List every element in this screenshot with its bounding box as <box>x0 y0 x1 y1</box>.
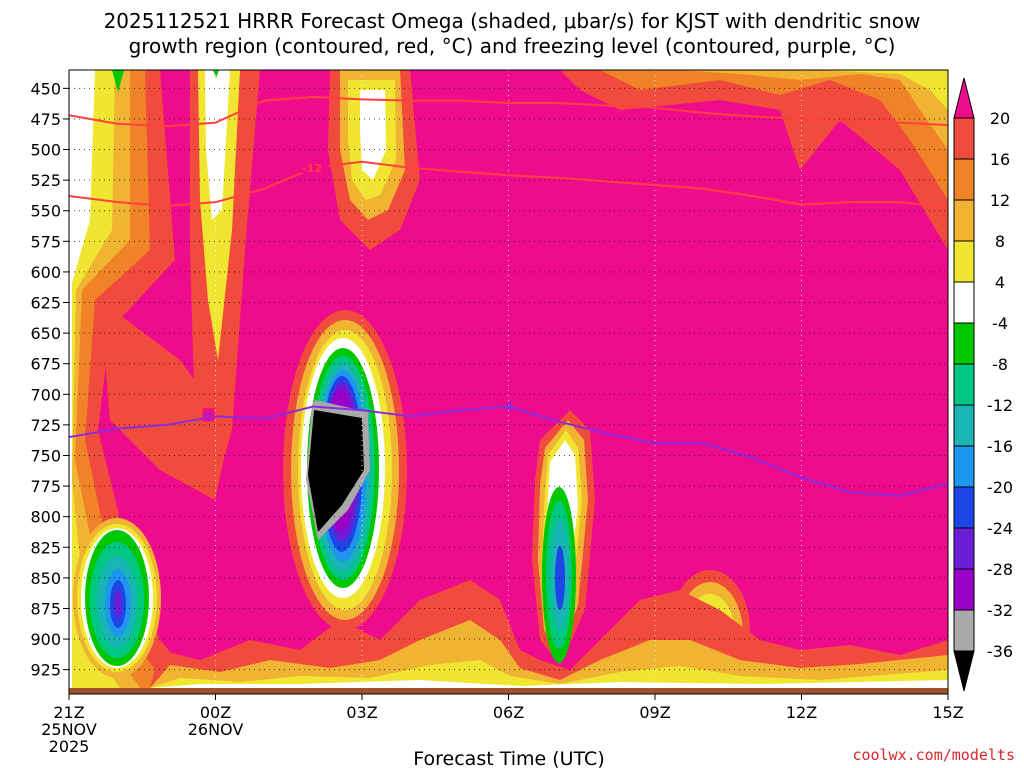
contour-label-bg <box>202 408 215 422</box>
y-tick-label: 875 <box>30 599 61 618</box>
colorbar-swatch <box>953 609 975 652</box>
colorbar-max-triangle <box>953 77 975 119</box>
x-axis-title: Forecast Time (UTC) <box>413 748 604 768</box>
grid <box>69 70 948 688</box>
contour-line <box>69 405 948 497</box>
x-tick-label: 15Z <box>932 703 963 722</box>
contour-line <box>69 160 948 209</box>
y-tick-label: 550 <box>30 202 61 221</box>
x-tick-label: 26NOV <box>188 720 244 739</box>
colorbar-swatch <box>953 281 975 324</box>
colorbar-label: -12 <box>987 396 1013 415</box>
omega-shading <box>69 70 948 688</box>
contour-line <box>69 95 948 128</box>
x-tick-label: 25NOV <box>41 720 97 739</box>
colorbar-label: -28 <box>987 560 1013 579</box>
x-tick-label: 09Z <box>639 703 670 722</box>
colorbar-swatch <box>953 117 975 160</box>
colorbar: -36 -32 -28 -24 -20 -16 -12 -8 -4 4 8 12 16 20 <box>953 77 1013 692</box>
colorbar-label: 8 <box>995 232 1005 251</box>
y-tick-label: 825 <box>30 538 61 557</box>
website-credit[interactable]: coolwx.com/modelts <box>852 746 1015 764</box>
colorbar-label: -36 <box>987 642 1013 661</box>
x-tick-label: 00Z <box>200 703 231 722</box>
contour-label: 0 <box>506 401 514 414</box>
y-tick-label: 500 <box>30 141 61 160</box>
y-tick-label: 600 <box>30 263 61 282</box>
colorbar-label: 12 <box>990 191 1010 210</box>
y-tick-label: 850 <box>30 569 61 588</box>
x-tick-label: 12Z <box>786 703 817 722</box>
colorbar-label: 16 <box>990 150 1010 169</box>
x-tick-label: 2025 <box>49 737 90 756</box>
y-tick-label: 700 <box>30 385 61 404</box>
y-tick-label: 475 <box>30 110 61 129</box>
y-tick-label: 675 <box>30 355 61 374</box>
colorbar-label: 4 <box>995 273 1005 292</box>
colorbar-swatch <box>953 240 975 283</box>
ground-surface-bar <box>69 688 948 694</box>
y-tick-label: 925 <box>30 661 61 680</box>
contour-lines: 0 0 -12 <box>69 95 948 497</box>
contour-label: -12 <box>302 162 322 175</box>
colorbar-swatch <box>953 527 975 570</box>
colorbar-swatch <box>953 363 975 406</box>
contour-label: 0 <box>205 410 213 423</box>
colorbar-label: -8 <box>992 355 1008 374</box>
x-tick-label: 03Z <box>346 703 377 722</box>
colorbar-swatch <box>953 404 975 447</box>
colorbar-swatch <box>953 568 975 611</box>
y-tick-label: 450 <box>30 79 61 98</box>
colorbar-label: -32 <box>987 601 1013 620</box>
y-tick-label: 725 <box>30 416 61 435</box>
y-tick-label: 775 <box>30 477 61 496</box>
y-tick-label: 650 <box>30 324 61 343</box>
colorbar-min-triangle <box>953 650 975 692</box>
colorbar-swatch <box>953 199 975 242</box>
colorbar-swatch <box>953 445 975 488</box>
y-tick-label: 900 <box>30 630 61 649</box>
colorbar-label: -24 <box>987 519 1013 538</box>
colorbar-swatch <box>953 158 975 201</box>
colorbar-swatch <box>953 322 975 365</box>
contour-label-bg <box>300 159 329 173</box>
colorbar-label: 20 <box>990 109 1010 128</box>
y-tick-label: 800 <box>30 508 61 527</box>
y-tick-label: 750 <box>30 446 61 465</box>
plot-area: 0 0 -12 <box>69 70 948 688</box>
chart-title-line-1: 2025112521 HRRR Forecast Omega (shaded, … <box>104 9 921 33</box>
y-tick-label: 525 <box>30 171 61 190</box>
y-tick-label: 625 <box>30 294 61 313</box>
colorbar-label: -4 <box>992 314 1008 333</box>
x-tick-label: 21Z <box>53 703 84 722</box>
x-tick-label: 06Z <box>493 703 524 722</box>
y-axis: 450 475 500 525 550 575 600 625 650 675 700 725 750 7… <box>30 79 69 680</box>
colorbar-label: -20 <box>987 478 1013 497</box>
y-tick-label: 575 <box>30 232 61 251</box>
colorbar-label: -16 <box>987 437 1013 456</box>
chart-title-line-2: growth region (contoured, red, °C) and f… <box>129 34 896 58</box>
colorbar-swatch <box>953 486 975 529</box>
